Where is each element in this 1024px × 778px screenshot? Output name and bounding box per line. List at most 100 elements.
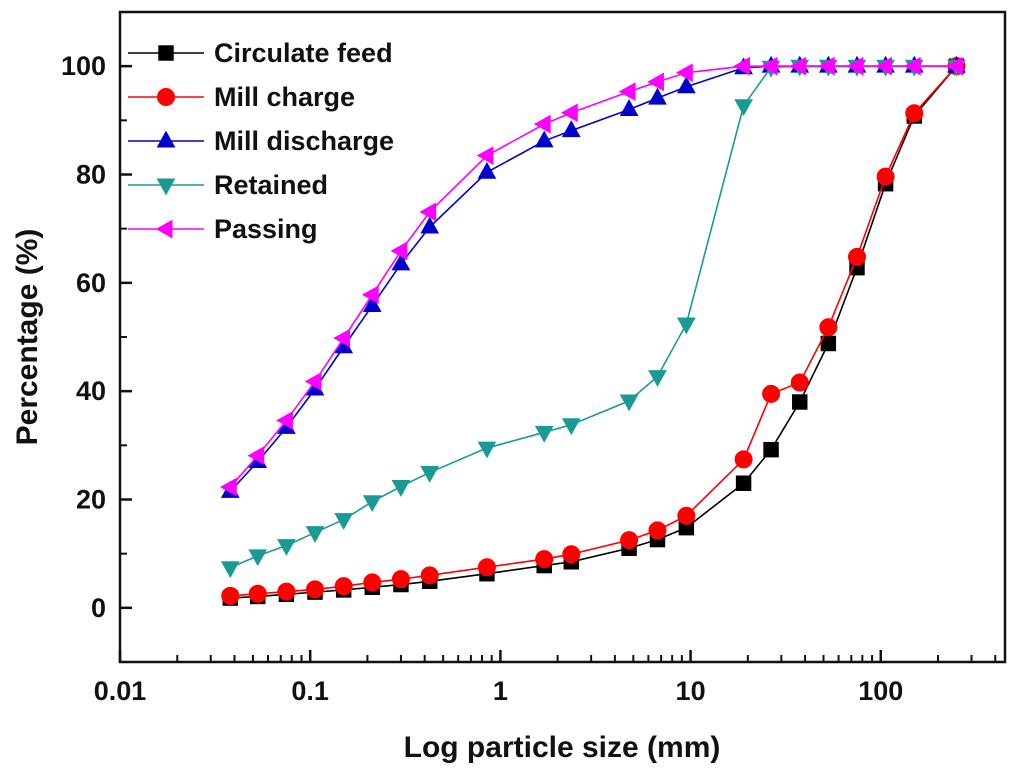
data-point [334,577,353,596]
data-point [846,56,864,76]
data-point [789,56,807,76]
data-point [534,130,554,148]
data-point [390,241,408,261]
data-point [477,161,497,179]
data-point [677,506,696,525]
data-point [734,99,753,117]
data-series [219,55,966,606]
data-point [648,521,667,540]
x-tick-label: 0.1 [291,676,329,706]
data-point [618,82,636,101]
data-point [903,56,921,76]
data-point [760,56,778,76]
data-point [619,394,639,412]
data-point [248,549,268,567]
data-point [876,167,895,186]
data-point [648,370,667,387]
data-point [647,72,664,92]
data-point [875,56,893,76]
data-point [733,56,751,76]
series-passing [219,56,963,497]
data-point [533,114,551,134]
data-point [276,411,293,430]
data-point [305,526,325,543]
data-point [277,582,296,601]
data-point [762,384,781,403]
y-tick-label: 40 [76,376,106,406]
y-tick-label: 80 [76,160,106,190]
legend-label: Circulate feed [214,38,393,68]
data-point [946,56,963,76]
data-point [362,295,382,313]
data-point [247,446,265,465]
data-point [562,545,581,564]
legend-item: Retained [128,170,328,200]
legend-marker [156,178,176,196]
x-axis-title: Log particle size (mm) [404,731,721,764]
data-point [676,317,696,335]
data-point [391,570,410,589]
data-point [419,202,437,222]
legend-label: Passing [214,214,318,244]
y-axis-title: Percentage (%) [11,229,44,446]
series-line [230,65,958,597]
data-point [476,146,494,165]
data-point [561,418,581,436]
data-point [333,328,351,348]
data-point [790,373,809,392]
data-point [735,475,752,491]
series-line [230,65,958,599]
data-point [675,63,693,83]
data-point [304,372,322,391]
data-point [648,87,667,105]
data-point [734,450,753,469]
legend-label: Mill discharge [214,126,394,156]
data-point [620,531,639,550]
legend-item: Passing [128,214,318,244]
y-tick-label: 20 [76,485,106,515]
data-point [219,477,237,497]
data-point [334,513,354,530]
legend-marker [155,219,173,239]
legend-marker [156,130,176,148]
y-tick-label: 0 [91,593,106,623]
data-point [477,558,496,577]
data-point [391,253,411,271]
data-point [361,285,379,305]
data-point [477,441,497,459]
data-point [676,76,696,94]
data-point [277,539,296,556]
data-point [763,441,779,458]
x-tick-label: 1 [493,676,508,706]
data-point [420,216,440,234]
axes: 0 20 40 60 80 100 0.01 0.1 1 10 100 [61,51,997,706]
data-point [363,573,382,592]
data-point [820,335,837,352]
legend-marker [158,45,174,61]
x-tick-label: 10 [676,676,706,706]
data-point [619,99,639,116]
data-point [905,104,924,123]
data-point [420,465,440,483]
data-point [534,425,554,443]
data-point [306,580,325,599]
data-point [560,103,578,123]
data-point [420,566,439,585]
data-point [362,495,382,513]
series-line [229,65,957,488]
x-tick-label: 100 [858,676,903,706]
data-point [817,56,835,76]
y-tick-label: 60 [76,268,106,298]
data-point [819,318,838,337]
data-point [248,584,267,603]
legend: Circulate feed Mill charge Mill discharge R… [128,38,394,244]
legend-item: Mill discharge [128,126,394,156]
data-point [792,394,808,410]
legend-item: Mill charge [128,82,355,112]
data-point [220,561,240,579]
data-point [221,586,240,605]
data-point [535,550,554,569]
legend-marker [157,88,175,106]
legend-item: Circulate feed [128,38,393,68]
